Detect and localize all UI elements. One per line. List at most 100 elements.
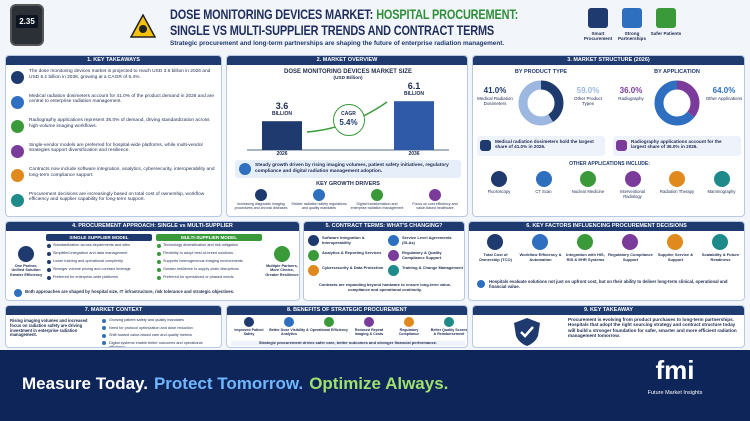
icon [157, 275, 161, 280]
icon [388, 250, 399, 261]
icon [274, 246, 290, 262]
icon [102, 326, 106, 330]
icon [624, 171, 641, 187]
icon [371, 189, 383, 201]
icon [47, 259, 51, 264]
icon [239, 163, 251, 175]
model-caption: One Partner, Unified Solution Greater Ef… [9, 264, 43, 277]
model-item: Stronger volume pricing and contract lev… [53, 267, 131, 271]
icon [308, 235, 319, 246]
icon [11, 95, 24, 109]
slice-value: 41.0% [483, 86, 507, 95]
icon [47, 251, 51, 256]
slice-label: Other Product Types [573, 96, 602, 107]
model-item: Standardization across departments and s… [53, 243, 131, 247]
icon [284, 317, 294, 327]
icon [388, 235, 399, 246]
market-overview: 2. MARKET OVERVIEW DOSE MONITORING DEVICE… [226, 55, 468, 217]
icon [18, 246, 34, 262]
context-caption: Rising imaging volumes and increased foc… [10, 318, 88, 338]
title: SINGLE VS MULTI-SUPPLIER TRENDS AND CONT… [170, 22, 495, 38]
icon [588, 8, 608, 28]
factor: Workflow Efficiency & Automation [519, 252, 562, 262]
icon [14, 289, 22, 297]
tagline-part: Measure Today. [22, 374, 148, 393]
icon [47, 275, 51, 280]
key-takeaway: 9. KEY TAKEAWAY Procurement is evolving f… [472, 305, 745, 348]
note: Radiography applications account for the… [631, 139, 722, 150]
other-application: Radiation Therapy [659, 189, 695, 194]
icon [577, 234, 593, 250]
procurement-approach: 4. PROCUREMENT APPROACH: SINGLE vs MULTI… [5, 221, 300, 301]
header-icon-label: Smart Procurement [583, 31, 613, 42]
icon [491, 171, 507, 187]
driver: Stricter radiation safety regulations an… [291, 202, 347, 211]
icon [102, 333, 106, 338]
bar-value: 6.1 [407, 81, 421, 92]
slice-value: 36.0% [619, 86, 643, 95]
title-line: DOSE MONITORING DEVICES MARKET: HOSPITAL … [170, 6, 576, 22]
footer: Measure Today. Protect Tomorrow. Optimize … [0, 350, 750, 421]
factor: Supplier Service & Support [657, 252, 694, 262]
context-item: Need for protocol optimization and dose … [109, 325, 193, 330]
note-box: Radiography applications account for the… [613, 136, 741, 156]
tagline-part: Optimize Always. [309, 374, 449, 393]
icon [324, 317, 334, 327]
bar-value-unit: BILLION [272, 111, 292, 118]
benefit: Reduced Repeat Imaging & Costs [354, 328, 384, 337]
note: Contracts are expanding beyond hardware … [318, 282, 452, 292]
graphic [514, 318, 540, 346]
icon [713, 171, 730, 187]
brand-logo: fmi [655, 355, 695, 385]
subtitle: Strategic procurement and long-term part… [170, 40, 505, 47]
icon [11, 144, 24, 158]
icon [622, 8, 642, 28]
icon [11, 71, 24, 84]
cagr-label: CAGR [341, 111, 356, 117]
graphic [247, 101, 449, 151]
other-application: Interventional Radiology [619, 189, 646, 199]
model-item: Supports heterogeneous imaging environme… [163, 259, 243, 263]
shield-icon [520, 326, 534, 338]
panel-title: 2. MARKET OVERVIEW [227, 56, 467, 65]
panel-title: 8. BENEFITS OF STRATEGIC PROCUREMENT [227, 306, 467, 315]
icon [444, 317, 454, 327]
header-icon-label: Safer Patients [650, 31, 682, 36]
icon [255, 189, 267, 201]
benefit: Operational Efficiency [310, 328, 348, 332]
chart-title: DOSE MONITORING DEVICES MARKET SIZE [284, 69, 412, 75]
title: HOSPITAL PROCUREMENT: [376, 6, 519, 22]
section-title: BY APPLICATION [654, 69, 700, 75]
cagr-value: 5.4% [339, 118, 358, 127]
model-caption: Multiple Partners, More Choice, Greater … [265, 264, 299, 277]
donut-slice [518, 80, 564, 126]
context-item: Digital systems enable better outcomes a… [109, 340, 203, 348]
radiation-symbol [139, 25, 147, 33]
model-item: Greater resilience to supply chain disru… [163, 267, 239, 271]
note: Strategic procurement drives safer care,… [231, 340, 465, 346]
graphic [654, 80, 700, 126]
icon [313, 189, 325, 201]
key-takeaways: 1. KEY TAKEAWAYS The dose monitoring devi… [5, 55, 222, 217]
panel-title: 3. MARKET STRUCTURE (2026) [473, 56, 744, 65]
note-box: Medical radiation dosimeters hold the la… [477, 136, 605, 156]
contract-term: Service Level Agreements (SLAs) [402, 235, 452, 245]
bar-value: 3.6 [275, 101, 289, 112]
icon [244, 317, 254, 327]
icon [388, 265, 399, 276]
other-application: Mammography [707, 189, 736, 194]
contract-terms: 5. CONTRACT TERMS: WHAT'S CHANGING? Softw… [303, 221, 465, 301]
bar-value-unit: BILLION [404, 91, 424, 98]
drivers-title: KEY GROWTH DRIVERS [316, 181, 380, 187]
context-item: Shift toward value-based care and qualit… [109, 333, 192, 337]
contract-term: Cybersecurity & Data Protection [322, 265, 384, 270]
icon [157, 259, 161, 264]
header-icon-label: Strong Partnerships [617, 31, 647, 42]
takeaway-item: Radiography applications represent 36.0%… [29, 118, 210, 129]
icon [429, 189, 441, 201]
bar [262, 121, 302, 150]
slice-label: Radiography [618, 96, 644, 101]
icon [11, 120, 24, 133]
graphic [130, 14, 156, 38]
device-reading: 2.35 [16, 15, 38, 29]
